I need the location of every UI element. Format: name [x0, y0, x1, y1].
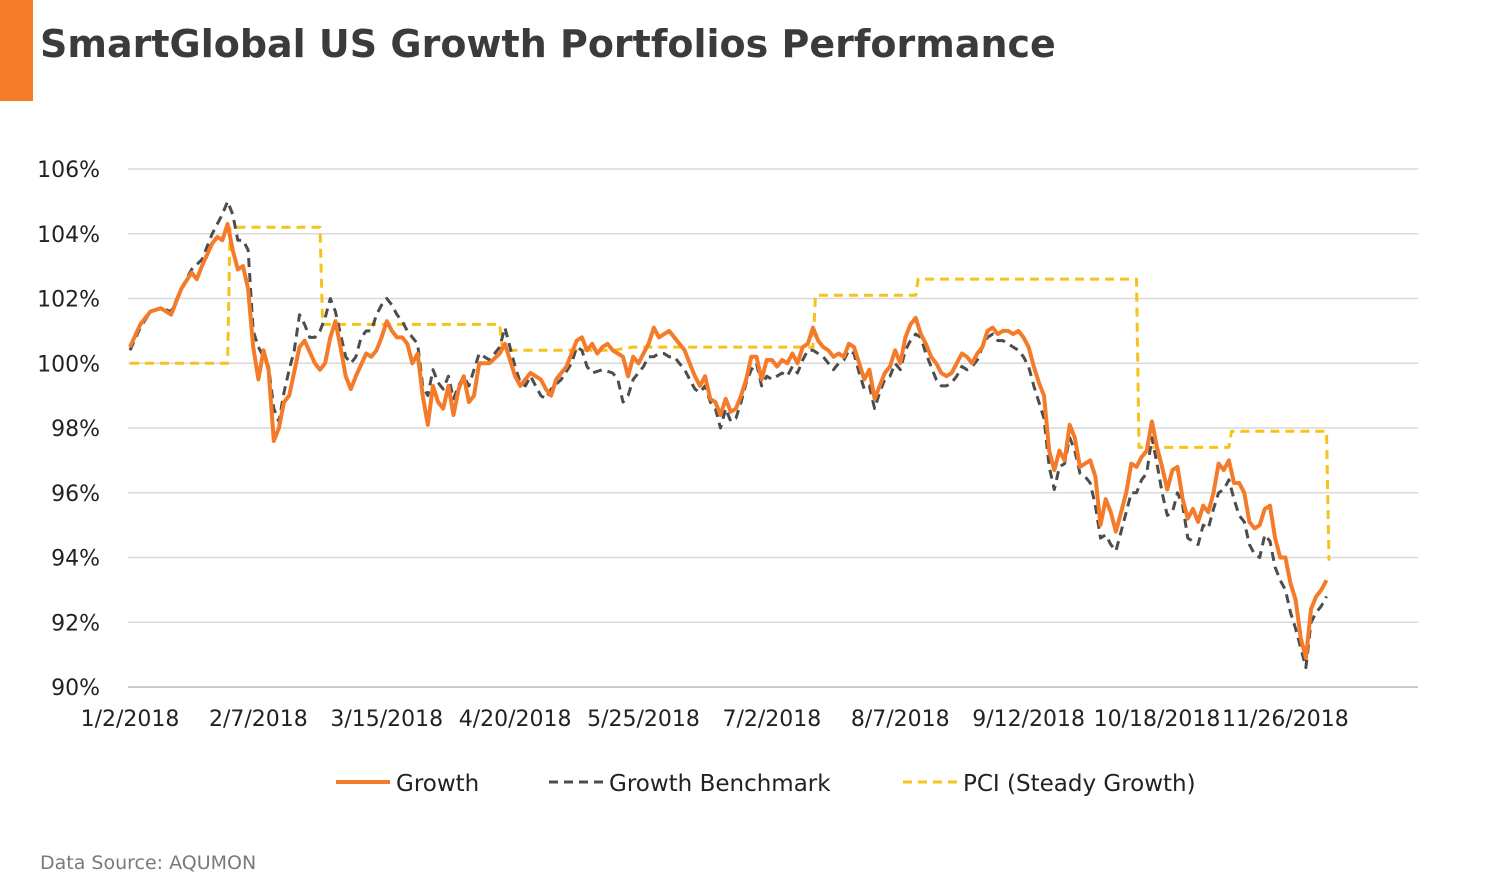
x-tick-label: 7/2/2018: [722, 707, 821, 732]
gridlines: [128, 168, 1418, 688]
y-tick-label: 92%: [51, 611, 100, 636]
series-lines: [128, 199, 1331, 670]
legend-label: Growth: [396, 771, 479, 797]
y-tick-label: 94%: [51, 547, 100, 572]
chart-title: SmartGlobal US Growth Portfolios Perform…: [40, 22, 1056, 66]
series-line-growth: [128, 222, 1329, 660]
x-axis-ticks: 1/2/2018 2/7/2018 3/15/2018 4/20/2018 5/25/2…: [81, 707, 1349, 732]
series-line-growth-benchmark: [128, 199, 1328, 670]
y-axis-ticks: 90% 92% 94% 96% 98% 100% 102% 104% 106%: [37, 158, 100, 701]
y-tick-label: 102%: [37, 288, 100, 313]
x-tick-label: 4/20/2018: [459, 707, 572, 732]
x-tick-label: 1/2/2018: [81, 707, 180, 732]
x-tick-label: 3/15/2018: [330, 707, 443, 732]
x-tick-label: 11/26/2018: [1222, 707, 1349, 732]
title-accent-bar: [0, 0, 33, 101]
legend-label: PCI (Steady Growth): [963, 771, 1196, 797]
y-tick-label: 98%: [51, 417, 100, 442]
x-tick-label: 8/7/2018: [851, 707, 950, 732]
series-line-pci-steady-growth: [130, 225, 1331, 561]
y-tick-label: 106%: [37, 158, 100, 183]
y-tick-label: 90%: [51, 676, 100, 701]
x-tick-label: 5/25/2018: [587, 707, 700, 732]
legend-label: Growth Benchmark: [609, 771, 831, 797]
data-source-note: Data Source: AQUMON: [40, 852, 257, 874]
y-tick-label: 96%: [51, 482, 100, 507]
x-tick-label: 10/18/2018: [1094, 707, 1221, 732]
x-tick-label: 9/12/2018: [972, 707, 1085, 732]
legend: Growth Growth Benchmark PCI (Steady Growth…: [336, 771, 1196, 797]
x-tick-label: 2/7/2018: [209, 707, 308, 732]
y-tick-label: 104%: [37, 223, 100, 248]
y-tick-label: 100%: [37, 352, 100, 377]
